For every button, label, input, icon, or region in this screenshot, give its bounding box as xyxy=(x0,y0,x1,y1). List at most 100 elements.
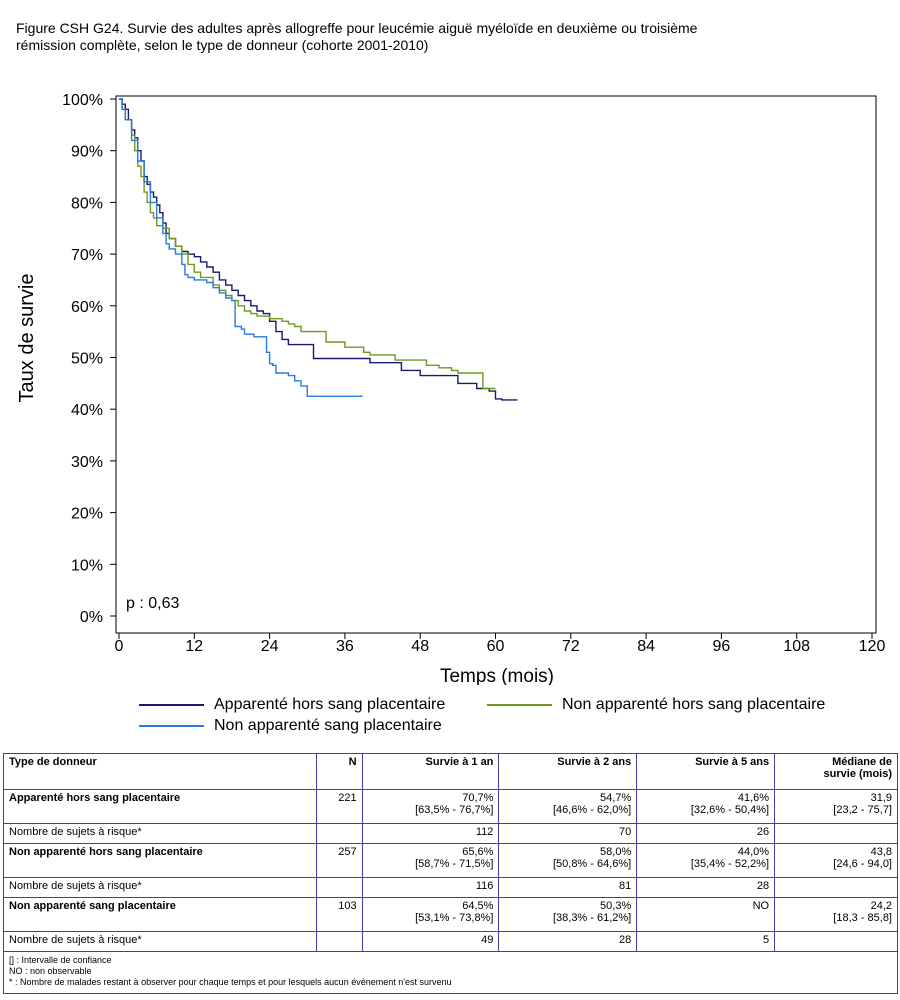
header-type: Type de donneur xyxy=(3,753,317,790)
note-confidence-interval: [] : Intervalle de confiance xyxy=(9,955,112,965)
legend-swatch-sang-placentaire xyxy=(139,725,204,727)
figure-title-line-2: rémission complète, selon le type de don… xyxy=(16,37,429,53)
survival-2y-cell: 58,0% [50,8% - 64,6%] xyxy=(498,843,638,878)
x-tick-label: 0 xyxy=(115,638,124,655)
survival-5y-cell: 41,6% [32,6% - 50,4%] xyxy=(636,789,776,824)
legend-swatch-apparente xyxy=(139,704,204,706)
series-line-3 xyxy=(119,98,363,397)
x-tick-label: 12 xyxy=(185,638,203,655)
survival-1y-cell: 64,5% [53,1% - 73,8%] xyxy=(361,897,500,932)
y-tick-label: 50% xyxy=(71,351,103,368)
survival-1y-value: 64,5% xyxy=(462,900,494,912)
risk-5y: 5 xyxy=(636,931,776,952)
survival-1y-ci: [53,1% - 73,8%] xyxy=(415,912,494,924)
risk-empty-median xyxy=(774,931,898,952)
series-line-1 xyxy=(119,98,518,401)
table-notes-row: [] : Intervalle de confiance NO : non ob… xyxy=(3,951,898,994)
y-tick-label: 70% xyxy=(71,247,103,264)
x-tick-label: 24 xyxy=(261,638,279,655)
y-tick-label: 60% xyxy=(71,299,103,316)
risk-2y: 70 xyxy=(498,823,638,844)
group-name: Non apparenté sang placentaire xyxy=(3,897,317,932)
survival-1y-value: 70,7% xyxy=(462,792,494,804)
legend-label-sang-placentaire: Non apparenté sang placentaire xyxy=(214,717,442,734)
survival-1y-cell: 70,7% [63,5% - 76,7%] xyxy=(361,789,500,824)
x-tick-label: 96 xyxy=(713,638,731,655)
survival-5y-cell: 44,0% [35,4% - 52,2%] xyxy=(636,843,776,878)
risk-empty-n xyxy=(315,823,363,844)
y-axis-label: Taux de survie xyxy=(16,274,38,403)
survival-2y-value: 54,7% xyxy=(600,792,632,804)
legend-label-non-apparente-hors-sang: Non apparenté hors sang placentaire xyxy=(562,696,826,713)
survival-5y-value: 41,6% xyxy=(737,792,770,804)
risk-empty-n xyxy=(315,877,363,898)
risk-label: Nombre de sujets à risque* xyxy=(3,931,317,952)
table-notes: [] : Intervalle de confiance NO : non ob… xyxy=(3,951,898,994)
y-tick-label: 90% xyxy=(71,144,103,161)
header-n: N xyxy=(315,753,363,790)
x-tick-label: 108 xyxy=(783,638,810,655)
risk-empty-median xyxy=(774,823,898,844)
risk-2y: 81 xyxy=(498,877,638,898)
median-value: 43,8 xyxy=(870,846,892,858)
header-median-line-2: survie (mois) xyxy=(823,768,892,780)
group-n: 257 xyxy=(315,843,363,878)
table-row-risk-3: Nombre de sujets à risque* 49 28 5 xyxy=(3,931,898,952)
table-row-group-3: Non apparenté sang placentaire 103 64,5%… xyxy=(3,897,898,932)
survival-1y-cell: 65,6% [58,7% - 71,5%] xyxy=(361,843,500,878)
survival-1y-ci: [63,5% - 76,7%] xyxy=(415,804,494,816)
legend-item-sang-placentaire: Non apparenté sang placentaire xyxy=(139,717,442,735)
header-median: Médiane de survie (mois) xyxy=(774,753,898,790)
median-cell: 24,2 [18,3 - 85,8] xyxy=(774,897,898,932)
risk-empty-n xyxy=(315,931,363,952)
y-tick-label: 40% xyxy=(71,402,103,419)
survival-2y-value: 58,0% xyxy=(600,846,632,858)
survival-2y-ci: [50,8% - 64,6%] xyxy=(552,858,632,870)
y-tick-label: 80% xyxy=(71,195,103,212)
y-tick-label: 100% xyxy=(62,92,103,109)
survival-2y-cell: 50,3% [38,3% - 61,2%] xyxy=(498,897,638,932)
group-name: Apparenté hors sang placentaire xyxy=(3,789,317,824)
table-row-group-1: Apparenté hors sang placentaire 221 70,7… xyxy=(3,789,898,824)
median-ci: [23,2 - 75,7] xyxy=(833,804,892,816)
survival-5y-ci: [32,6% - 50,4%] xyxy=(690,804,770,816)
median-cell: 43,8 [24,6 - 94,0] xyxy=(774,843,898,878)
plot-frame xyxy=(115,95,877,634)
survival-2y-value: 50,3% xyxy=(600,900,632,912)
risk-1y: 116 xyxy=(361,877,500,898)
survival-1y-value: 65,6% xyxy=(462,846,494,858)
p-value-annotation: p : 0,63 xyxy=(126,595,179,612)
y-axis: 0% 10% 20% 30% 40% 50% 60% 70% 80% 90% 100% xyxy=(62,92,116,626)
risk-5y: 26 xyxy=(636,823,776,844)
table-header-row: Type de donneur N Survie à 1 an Survie à… xyxy=(3,753,898,790)
x-tick-label: 60 xyxy=(487,638,505,655)
legend-label-apparente: Apparenté hors sang placentaire xyxy=(214,696,446,713)
risk-1y: 49 xyxy=(361,931,500,952)
survival-2y-ci: [46,6% - 62,0%] xyxy=(552,804,632,816)
note-at-risk: * : Nombre de malades restant à observer… xyxy=(9,977,452,987)
median-cell: 31,9 [23,2 - 75,7] xyxy=(774,789,898,824)
survival-table: Type de donneur N Survie à 1 an Survie à… xyxy=(3,753,898,994)
x-axis-label: Temps (mois) xyxy=(440,666,554,685)
legend-item-apparente: Apparenté hors sang placentaire xyxy=(139,696,445,714)
survival-5y-value: NO xyxy=(752,900,770,912)
x-tick-label: 72 xyxy=(562,638,580,655)
x-tick-label: 36 xyxy=(336,638,354,655)
table-row-risk-2: Nombre de sujets à risque* 116 81 28 xyxy=(3,877,898,898)
risk-empty-median xyxy=(774,877,898,898)
x-tick-label: 84 xyxy=(637,638,655,655)
survival-5y-ci: [35,4% - 52,2%] xyxy=(690,858,770,870)
survival-1y-ci: [58,7% - 71,5%] xyxy=(415,858,494,870)
survival-2y-cell: 54,7% [46,6% - 62,0%] xyxy=(498,789,638,824)
group-name: Non apparenté hors sang placentaire xyxy=(3,843,317,878)
table-row-risk-1: Nombre de sujets à risque* 112 70 26 xyxy=(3,823,898,844)
median-ci: [18,3 - 85,8] xyxy=(833,912,892,924)
header-survival-2y: Survie à 2 ans xyxy=(498,753,638,790)
survival-2y-ci: [38,3% - 61,2%] xyxy=(552,912,632,924)
survival-chart: 0% 10% 20% 30% 40% 50% 60% 70% 80% 90% 100% 0 12 24 3… xyxy=(16,92,886,685)
median-ci: [24,6 - 94,0] xyxy=(833,858,892,870)
x-tick-label: 120 xyxy=(859,638,886,655)
figure-title: Figure CSH G24. Survie des adultes après… xyxy=(16,20,876,54)
x-tick-label: 48 xyxy=(411,638,429,655)
x-axis: 0 12 24 36 48 60 72 84 96 108 120 xyxy=(115,633,886,655)
